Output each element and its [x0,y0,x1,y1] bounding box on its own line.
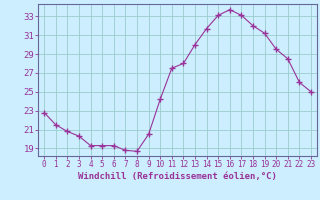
X-axis label: Windchill (Refroidissement éolien,°C): Windchill (Refroidissement éolien,°C) [78,172,277,181]
